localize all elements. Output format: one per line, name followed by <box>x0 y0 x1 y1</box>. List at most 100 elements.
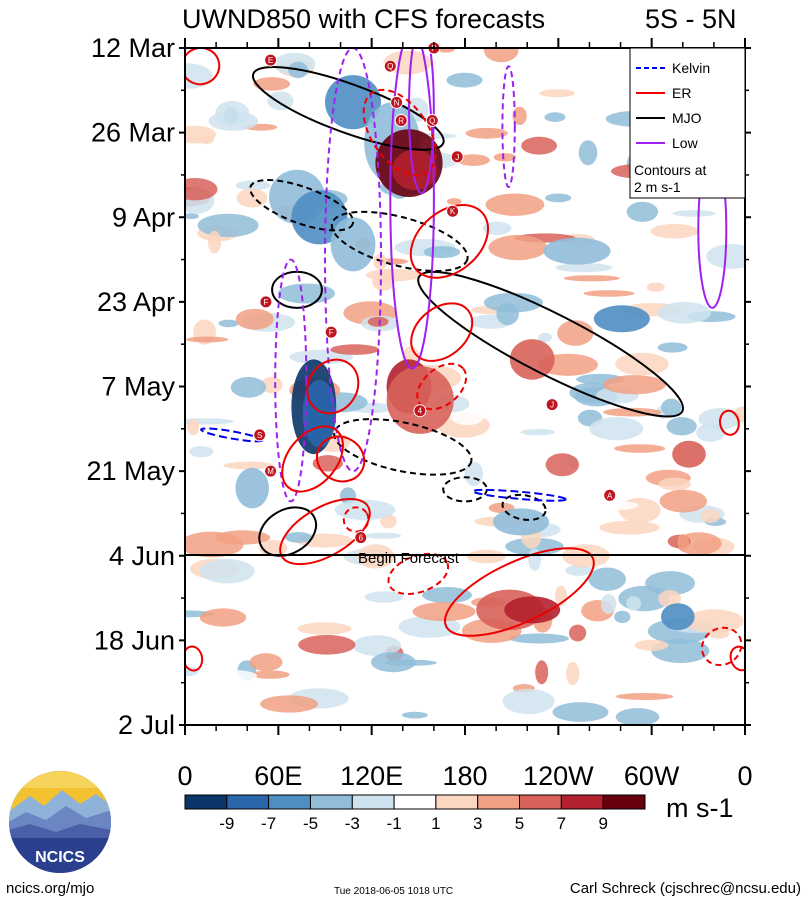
er-contour <box>387 552 450 595</box>
storm-marker-letter: Q <box>429 117 435 126</box>
er-contour <box>315 435 366 483</box>
y-tick-label: 18 Jun <box>94 625 175 655</box>
storm-marker: R <box>394 114 408 127</box>
storm-marker: A <box>603 488 617 502</box>
storm-marker-letter: 4 <box>418 407 423 416</box>
colorbar-label: 3 <box>473 814 482 833</box>
er-contour <box>443 547 595 637</box>
er-contour <box>185 48 221 86</box>
colorbar-swatch <box>226 794 270 810</box>
legend: Kelvin ER MJO Low Contours at 2 m s-1 <box>629 47 746 199</box>
x-tick-label: 0 <box>737 761 752 791</box>
x-tick-label: 120W <box>523 761 594 791</box>
ncics-logo: NCICS <box>9 771 111 873</box>
low-contour <box>501 65 516 188</box>
storm-marker: Q <box>383 59 397 73</box>
storm-marker-letter: J <box>550 401 554 410</box>
low-contour <box>389 48 435 370</box>
kelvin-contour <box>471 488 567 502</box>
er-contour <box>279 498 371 566</box>
footer-timestamp: Tue 2018-06-05 1018 UTC <box>334 886 454 897</box>
storm-marker: 6 <box>354 531 368 545</box>
mjo-contour <box>251 66 445 151</box>
x-tick-label: 60E <box>254 761 302 791</box>
storm-marker-letter: R <box>398 117 404 126</box>
colorbar-label: 9 <box>598 814 607 833</box>
er-contour <box>281 425 344 493</box>
storm-marker: N <box>390 95 404 109</box>
y-tick-label: 23 Apr <box>97 287 175 317</box>
storm-marker-letter: K <box>450 207 456 216</box>
legend-low-label: Low <box>672 135 699 151</box>
x-tick-label: 60W <box>624 761 680 791</box>
storm-marker: K <box>446 204 460 218</box>
footer-url[interactable]: ncics.org/mjo <box>6 880 95 897</box>
colorbar-swatch <box>351 794 395 810</box>
storm-marker: S <box>253 428 267 442</box>
colorbar-swatch <box>519 794 562 810</box>
storm-marker: 4 <box>413 404 427 418</box>
storm-marker-letter: J <box>455 153 459 162</box>
storm-marker-letter: N <box>394 98 400 107</box>
storm-marker: Q <box>425 114 439 127</box>
mjo-contour <box>258 506 318 557</box>
colorbar-swatch <box>184 794 228 810</box>
colorbar-units: m s-1 <box>666 793 734 823</box>
colorbar-label: -7 <box>261 814 276 833</box>
colorbar-swatch <box>435 794 479 810</box>
storm-marker-letter: Q <box>387 62 393 71</box>
mjo-contour <box>417 270 685 418</box>
storm-marker: F <box>324 325 338 339</box>
legend-er-label: ER <box>672 85 691 101</box>
y-tick-label: 12 Mar <box>91 33 175 63</box>
mjo-contour <box>330 210 469 272</box>
colorbar-swatch <box>560 794 604 810</box>
storm-marker-letter: A <box>607 491 613 500</box>
er-contour <box>719 409 740 436</box>
chart-lat-band: 5S - 5N <box>645 4 737 34</box>
storm-marker-letter: E <box>268 56 273 65</box>
mjo-contour <box>501 493 547 521</box>
colorbar-label: -9 <box>219 814 234 833</box>
colorbar-swatch <box>477 794 521 810</box>
colorbar-label: -3 <box>345 814 360 833</box>
colorbar-label: -1 <box>387 814 402 833</box>
storm-marker: M <box>264 464 278 478</box>
chart-title: UWND850 with CFS forecasts <box>182 4 546 34</box>
ncics-logo-text: NCICS <box>35 849 85 866</box>
er-contour <box>342 506 370 533</box>
er-contour <box>701 626 743 667</box>
low-contour <box>408 48 435 194</box>
storm-marker: F <box>259 295 273 309</box>
er-contour <box>362 88 437 177</box>
colorbar-label: -5 <box>303 814 318 833</box>
axes: 12 Mar 26 Mar 9 Apr 23 Apr 7 May 21 May 4 Jun 1… <box>86 33 752 791</box>
footer-author: Carl Schreck (cjschrec@ncsu.edu) <box>569 880 801 897</box>
legend-note: Contours at 2 m s-1 <box>634 162 706 195</box>
x-tick-label: 120E <box>340 761 403 791</box>
y-tick-label: 4 Jun <box>109 541 175 571</box>
colorbar-label: 7 <box>557 814 566 833</box>
colorbar-swatch <box>393 794 437 810</box>
storm-marker-letter: 6 <box>359 534 364 543</box>
storm-marker-letter: F <box>329 328 334 337</box>
er-contour <box>410 302 474 362</box>
legend-kelvin-label: Kelvin <box>672 60 710 76</box>
y-tick-label: 7 May <box>101 372 175 402</box>
colorbar-label: 1 <box>431 814 440 833</box>
low-contour <box>274 258 308 503</box>
storm-marker: J <box>450 150 464 164</box>
storm-marker-letter: M <box>267 467 274 476</box>
colorbar: -9 -7 -5 -3 -1 1 3 5 7 9 <box>184 794 646 833</box>
y-tick-label: 21 May <box>86 456 175 486</box>
colorbar-label: 5 <box>515 814 524 833</box>
y-tick-label: 2 Jul <box>118 710 175 740</box>
legend-mjo-label: MJO <box>672 110 702 126</box>
storm-marker-letter: F <box>263 298 268 307</box>
mjo-contour <box>333 418 473 476</box>
x-tick-label: 0 <box>177 761 192 791</box>
storm-marker: J <box>545 398 559 412</box>
colorbar-swatch <box>310 794 353 810</box>
